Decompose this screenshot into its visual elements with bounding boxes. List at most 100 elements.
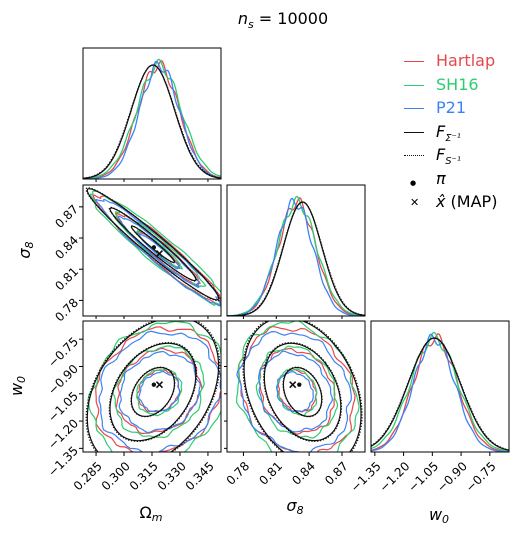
- contour-P21-2: [98, 330, 221, 452]
- marginal-curve-SH16: [227, 195, 365, 316]
- x-tick-label: 0.81: [256, 459, 285, 488]
- contour-P21-0: [276, 371, 314, 413]
- marginal-curve-FS: [227, 201, 365, 316]
- marginal-curve-F: [227, 201, 365, 316]
- contour-SH16-2: [87, 321, 221, 452]
- x-tick-label: 0.345: [183, 459, 217, 493]
- marginal-curve-P21: [83, 60, 221, 179]
- contour-FS-1: [108, 341, 198, 443]
- panel-w_0-marginal: [370, 320, 510, 453]
- x-tick-label: −0.90: [434, 459, 470, 495]
- contour-P21-0: [138, 232, 181, 270]
- contour-P21-1: [117, 215, 201, 288]
- panel-frame: [226, 320, 366, 453]
- contour-F-2: [86, 321, 220, 452]
- panel-frame: [226, 184, 366, 317]
- panel-Omega_m-vs-w_0: [82, 320, 222, 453]
- dot-marker-icon: ●: [410, 178, 417, 187]
- map-point: [155, 381, 164, 389]
- legend-line-icon: [404, 84, 424, 86]
- x-tick-label: 0.78: [224, 459, 253, 488]
- marginal-curve-FS: [371, 337, 509, 451]
- truth-point: [151, 382, 157, 387]
- y-label-w0: w0: [7, 376, 28, 396]
- truth-point: [151, 245, 157, 250]
- marginal-curve-F: [83, 64, 221, 179]
- contour-F-1: [263, 342, 342, 442]
- contour-FS-0: [130, 366, 176, 418]
- contour-FS-0: [130, 225, 176, 264]
- legend-label: FS⁻¹: [436, 145, 461, 168]
- marginal-curve-Hartlap: [227, 196, 365, 316]
- contour-FS-1: [263, 342, 342, 443]
- chart-title: ns = 10000: [237, 9, 329, 32]
- x-tick-label: 0.315: [127, 459, 161, 493]
- panel-sigma_8-vs-w_0: [226, 320, 366, 453]
- contour-SH16-2: [235, 321, 360, 452]
- y-tick-label: −0.75: [45, 334, 81, 370]
- truth-point: [297, 382, 302, 387]
- marginal-curve-P21: [227, 197, 365, 316]
- contour-P21-1: [257, 350, 334, 433]
- map-point: [155, 250, 164, 258]
- panel-sigma_8-marginal: [226, 184, 366, 317]
- marginal-curve-F: [371, 337, 509, 451]
- legend-item: ✕ x̂ (MAP): [404, 192, 518, 214]
- legend-label: Hartlap: [436, 51, 496, 70]
- y-tick-label: 0.84: [52, 233, 81, 262]
- contour-Hartlap-0: [277, 368, 318, 413]
- legend-label: SH16: [436, 74, 479, 94]
- contour-FS-0: [282, 366, 323, 418]
- contour-FS-2: [242, 321, 363, 452]
- marginal-curve-SH16: [371, 331, 509, 452]
- y-tick-label: 0.87: [52, 202, 81, 231]
- contour-F-2: [243, 321, 362, 452]
- contour-SH16-0: [136, 368, 183, 417]
- y-label-sigma-8: σ8: [15, 241, 36, 258]
- x-tick-label: −1.05: [405, 459, 441, 495]
- x-label-w0: w0: [429, 505, 449, 526]
- legend-line-icon: [404, 131, 424, 133]
- legend-item: P21: [404, 98, 518, 120]
- contour-SH16-1: [113, 211, 207, 288]
- contour-SH16-0: [275, 368, 318, 417]
- marginal-curve-Hartlap: [371, 333, 509, 452]
- contour-SH16-2: [90, 190, 221, 307]
- legend-label: P21: [436, 98, 467, 117]
- x-tick-label: −1.35: [348, 459, 384, 495]
- y-tick-label: 0.81: [52, 264, 81, 293]
- contour-P21-1: [118, 350, 201, 434]
- x-tick-label: 0.87: [322, 459, 351, 488]
- marginal-curve-SH16: [83, 58, 221, 179]
- x-label-sigma-8: σ8: [286, 496, 303, 517]
- x-tick-label: −1.20: [377, 459, 413, 495]
- x-label-omega-m: Ωm: [140, 503, 163, 524]
- contour-P21-0: [138, 370, 181, 413]
- marginal-curve-FS: [83, 64, 221, 179]
- legend-line-icon: [404, 61, 424, 62]
- cross-marker-icon: ✕: [410, 196, 420, 209]
- legend-line-icon: [404, 155, 424, 156]
- x-tick-label: 0.300: [99, 459, 133, 493]
- legend-item: FS⁻¹: [404, 145, 518, 167]
- map-point: [289, 381, 297, 389]
- panel-Omega_m-vs-sigma_8: [82, 184, 222, 317]
- marginal-curve-P21: [371, 333, 509, 452]
- y-tick-label: 0.78: [52, 296, 81, 325]
- marginal-curve-Hartlap: [83, 60, 221, 179]
- legend-item: FΣ⁻¹: [404, 122, 518, 144]
- legend-line-icon: [404, 108, 424, 109]
- contour-SH16-1: [112, 345, 205, 439]
- contour-SH16-1: [255, 345, 339, 439]
- contour-FS-2: [85, 187, 221, 302]
- legend-label: x̂ (MAP): [436, 192, 498, 211]
- x-tick-label: −0.75: [463, 459, 499, 495]
- x-tick-label: 0.84: [289, 459, 318, 488]
- legend-item: Hartlap: [404, 51, 518, 73]
- legend-label: FΣ⁻¹: [436, 121, 461, 144]
- legend-label: π: [436, 168, 446, 188]
- panel-frame: [370, 320, 510, 453]
- x-tick-label: 0.330: [155, 459, 189, 493]
- contour-Hartlap-1: [114, 212, 202, 287]
